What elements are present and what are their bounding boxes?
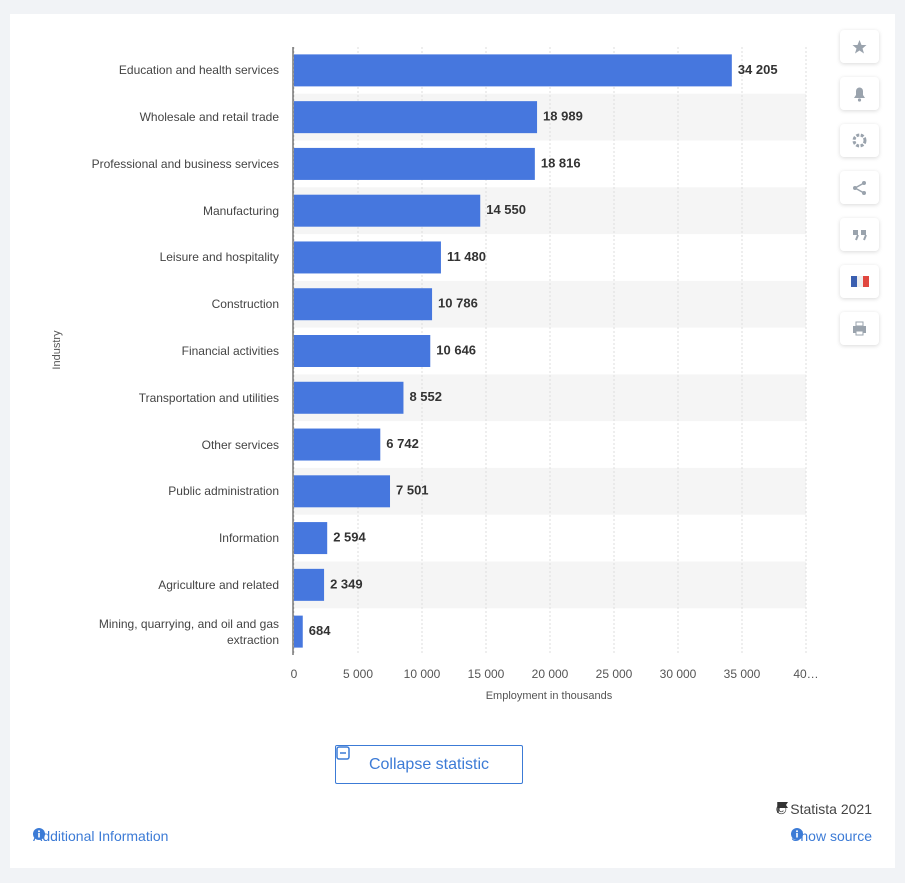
bar: [294, 101, 538, 134]
notification-button[interactable]: [840, 77, 879, 110]
settings-button[interactable]: [840, 124, 879, 157]
bar: [294, 241, 441, 274]
show-source-text: Show source: [791, 828, 872, 844]
x-tick-label: 30 000: [660, 667, 697, 681]
category-label: Wholesale and retail trade: [139, 110, 279, 125]
x-tick-label: 5 000: [343, 667, 373, 681]
cite-button[interactable]: [840, 218, 879, 251]
value-label: 7 501: [396, 483, 429, 498]
category-label: Leisure and hospitality: [159, 250, 279, 265]
category-label: Professional and business services: [91, 156, 279, 171]
value-label: 18 989: [543, 109, 583, 124]
x-tick-label: 25 000: [596, 667, 633, 681]
x-tick-label: 15 000: [468, 667, 505, 681]
value-label: 34 205: [738, 62, 778, 77]
x-tick-label: 0: [291, 667, 298, 681]
category-label: Public administration: [168, 484, 279, 499]
language-button[interactable]: [840, 265, 879, 298]
bar: [294, 335, 431, 367]
print-button[interactable]: [840, 312, 879, 345]
category-label: Financial activities: [181, 344, 279, 358]
x-tick-label: 40…: [793, 667, 818, 681]
additional-info-link[interactable]: Additional Information: [33, 828, 168, 844]
collapse-button[interactable]: Collapse statistic: [335, 745, 523, 784]
copyright: © Statista 2021: [776, 801, 872, 817]
bar: [294, 54, 732, 87]
copyright-text: © Statista 2021: [776, 801, 872, 817]
bar: [294, 428, 381, 461]
category-label: Other services: [201, 437, 279, 452]
y-axis-label: Industry: [51, 330, 63, 370]
x-axis-label: Employment in thousands: [486, 690, 613, 702]
value-label: 8 552: [409, 389, 442, 404]
value-label: 10 646: [436, 342, 476, 357]
category-label: Information: [218, 531, 279, 546]
value-label: 14 550: [486, 202, 526, 217]
bar: [294, 475, 391, 508]
value-label: 18 816: [541, 155, 581, 170]
category-label: Mining, quarrying, and oil and gas extra…: [98, 616, 279, 647]
value-label: 6 742: [386, 436, 419, 451]
bar: [294, 147, 535, 180]
show-source-link[interactable]: Show source: [791, 828, 872, 844]
collapse-label: Collapse statistic: [368, 755, 490, 773]
value-label: 10 786: [438, 296, 478, 311]
x-tick-label: 20 000: [532, 667, 569, 681]
bar: [294, 522, 328, 555]
value-label: 2 349: [330, 576, 363, 591]
bar: [294, 381, 404, 414]
x-tick-label: 35 000: [724, 667, 761, 681]
value-label: 11 480: [447, 249, 486, 264]
category-label: Manufacturing: [202, 203, 279, 218]
value-label: 2 594: [333, 530, 366, 545]
bar: [294, 194, 481, 227]
value-label: 684: [309, 623, 331, 638]
category-label: Education and health services: [118, 63, 279, 78]
bar: [294, 615, 303, 648]
share-button[interactable]: [840, 171, 879, 204]
favorite-button[interactable]: [840, 30, 879, 63]
additional-info-text: Additional Information: [33, 828, 169, 844]
category-label: Agriculture and related: [158, 577, 279, 592]
bar: [294, 568, 325, 601]
bar: [294, 288, 433, 321]
category-label: Transportation and utilities: [138, 390, 279, 405]
category-label: Construction: [211, 297, 279, 312]
x-tick-label: 10 000: [404, 667, 441, 681]
